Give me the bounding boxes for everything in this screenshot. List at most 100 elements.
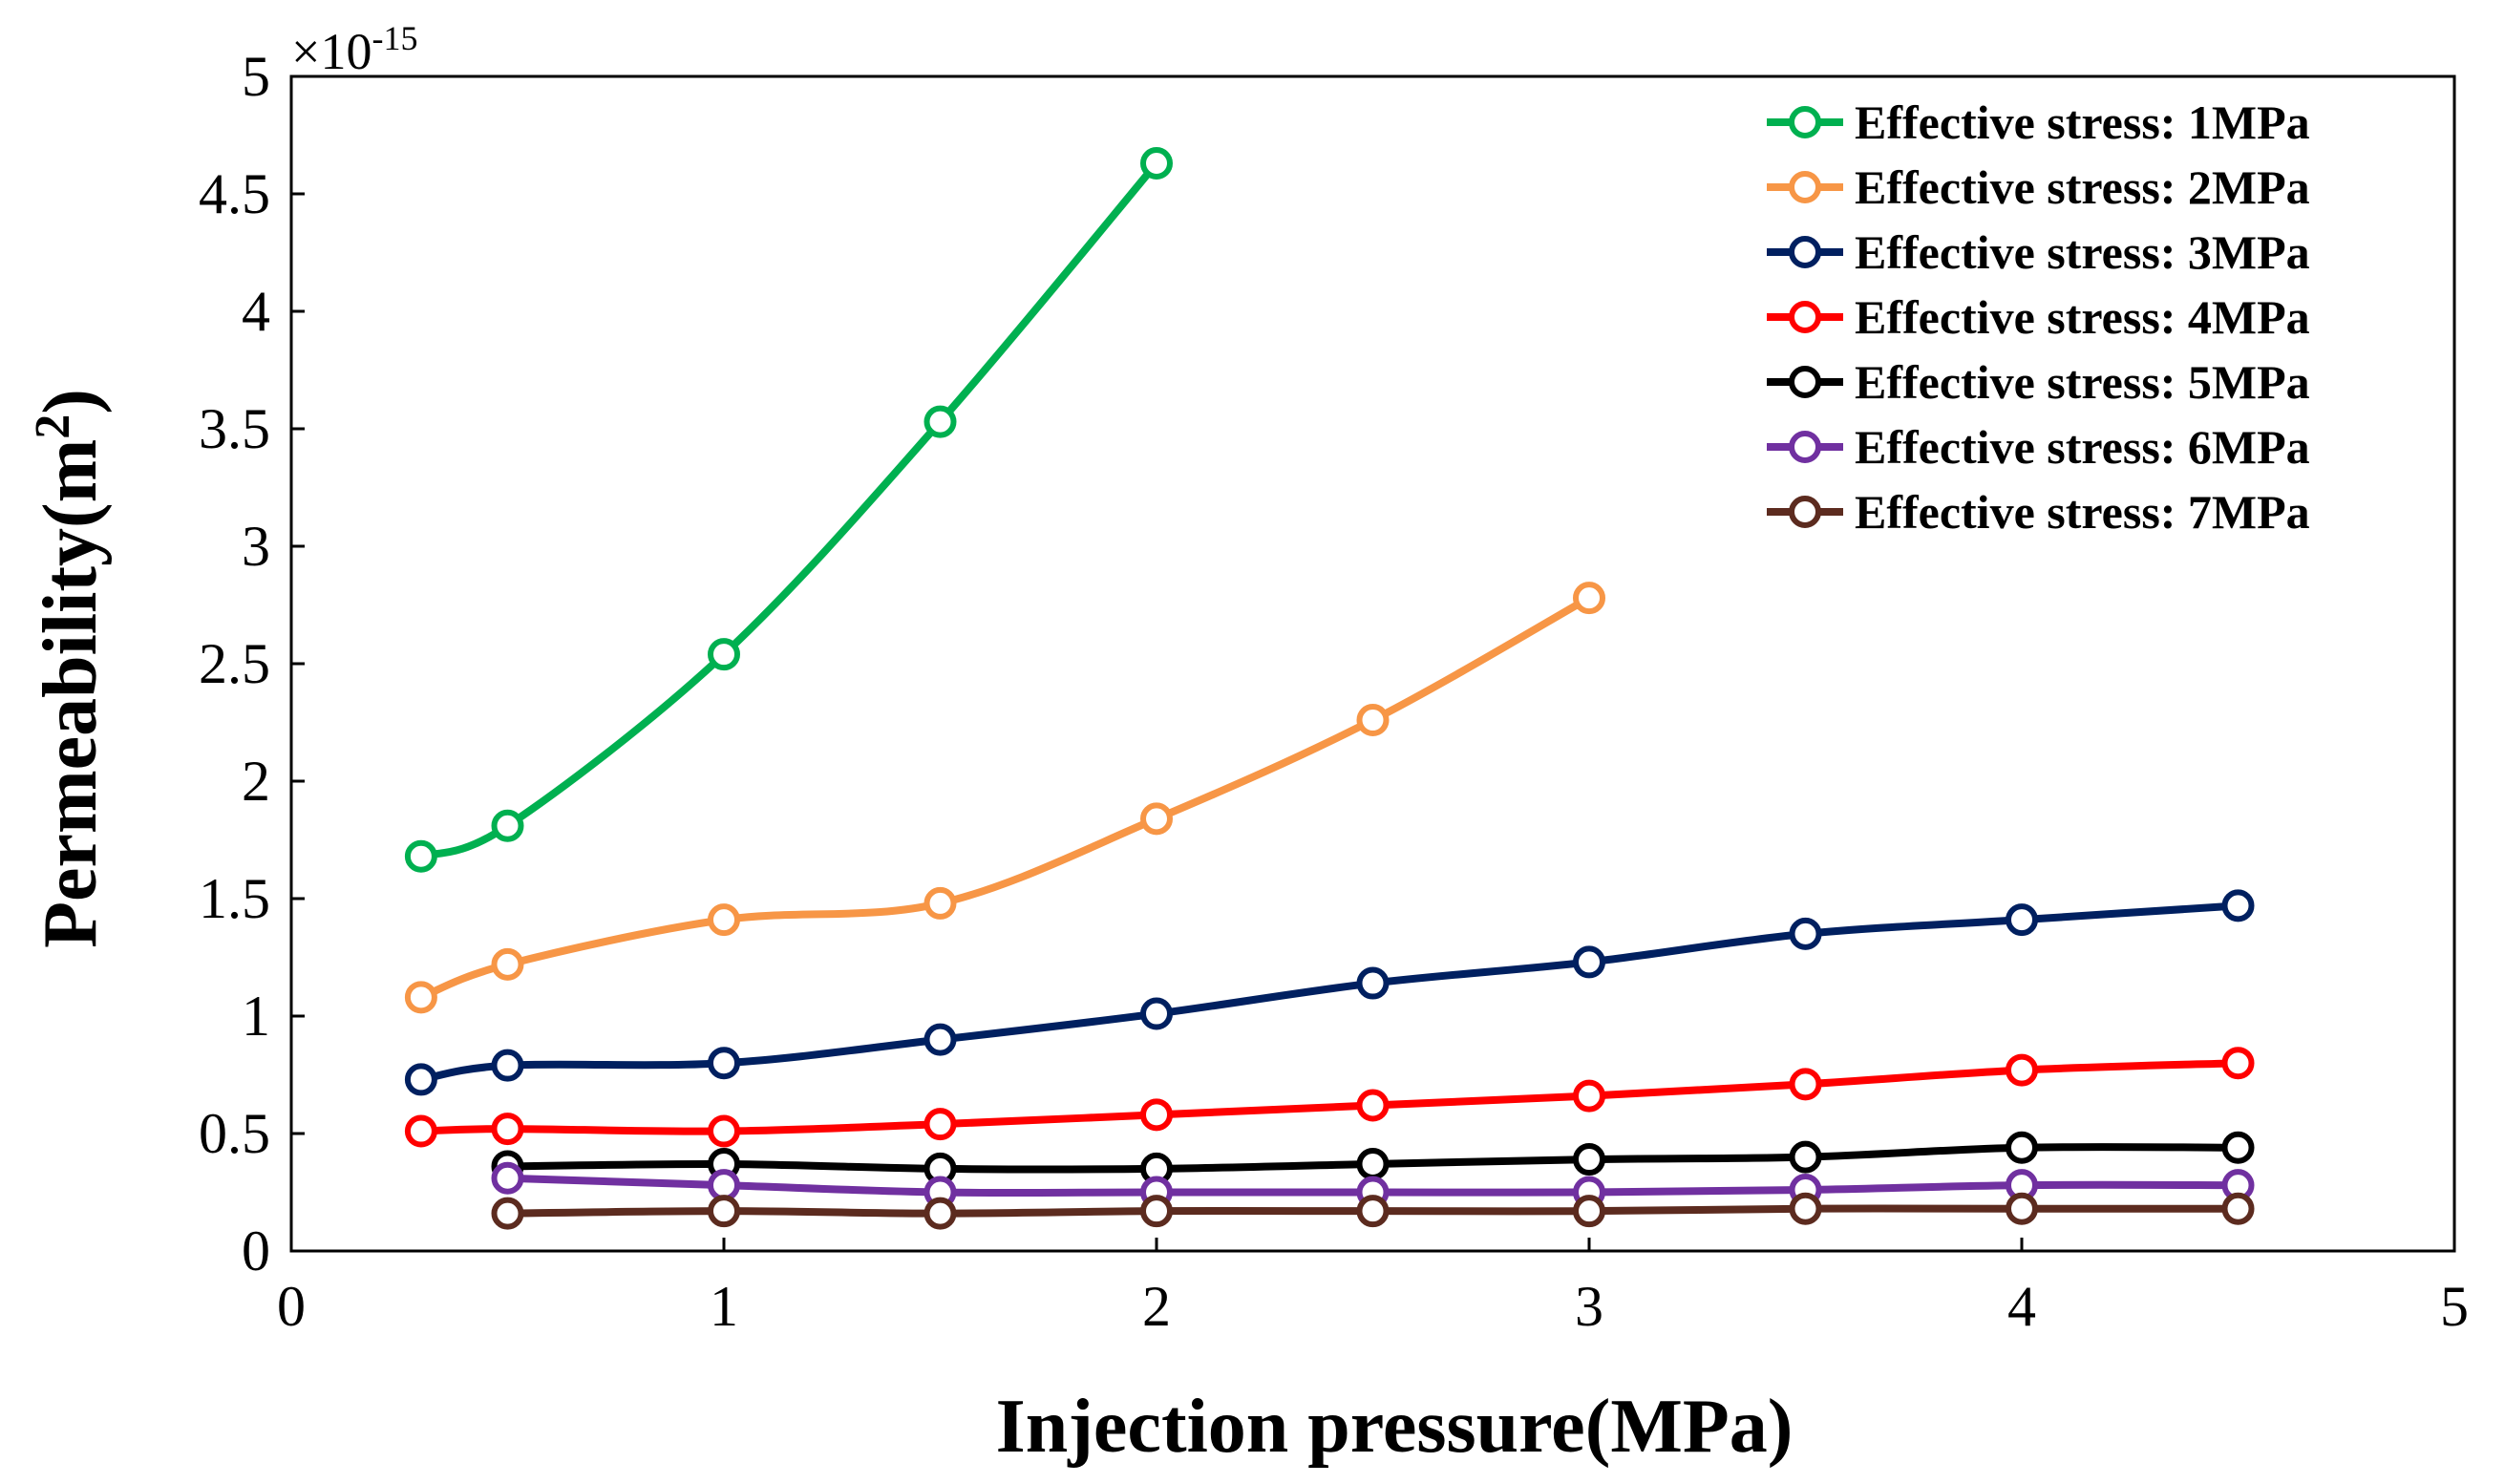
data-point-marker — [1356, 1147, 1390, 1180]
legend-label: Effective stress: 3MPa — [1855, 225, 2310, 279]
data-point-marker — [1140, 147, 1173, 180]
data-point-marker — [708, 1169, 740, 1202]
data-point-marker — [491, 947, 524, 981]
data-point-marker — [2006, 1192, 2038, 1225]
data-point-marker — [2221, 1192, 2255, 1225]
series-stress-7mpa — [491, 1192, 2255, 1230]
data-point-marker — [491, 809, 524, 842]
data-point-marker — [491, 1197, 524, 1230]
data-point-marker — [1356, 1195, 1390, 1228]
legend-item: Effective stress: 1MPa — [1767, 95, 2310, 149]
data-point-marker — [1789, 1068, 1822, 1101]
plot-area-frame — [289, 74, 2456, 1253]
data-point-marker — [1789, 917, 1822, 950]
y-tick-label: 3.5 — [199, 397, 270, 460]
data-point-marker — [923, 1023, 957, 1056]
data-point-marker — [1573, 1079, 1605, 1113]
y-axis-title-superscript: 2 — [26, 414, 80, 439]
legend-marker-swatch — [1789, 431, 1821, 463]
data-point-marker — [491, 1049, 524, 1082]
series-stress-5mpa — [491, 1131, 2255, 1185]
data-point-marker — [2221, 1047, 2255, 1080]
x-tick-label: 5 — [2440, 1275, 2469, 1338]
y-tick-label: 4.5 — [199, 162, 270, 225]
y-axis-title: Permeability(m2) — [26, 389, 113, 948]
legend-item: Effective stress: 3MPa — [1767, 225, 2310, 279]
legend-label: Effective stress: 7MPa — [1855, 485, 2310, 539]
legend-label: Effective stress: 4MPa — [1855, 290, 2310, 344]
y-tick-label: 3 — [242, 515, 270, 578]
series-stress-4mpa — [404, 1047, 2255, 1148]
data-point-marker — [923, 1197, 957, 1230]
data-point-marker — [2006, 1053, 2038, 1087]
series-line — [416, 901, 2242, 1084]
data-point-marker — [1140, 997, 1173, 1030]
data-point-marker — [923, 405, 957, 438]
legend: Effective stress: 1MPa Effective stress: … — [1767, 95, 2310, 539]
series-stress-1mpa — [404, 147, 1173, 873]
x-tick-label: 1 — [710, 1275, 738, 1338]
data-point-marker — [708, 903, 740, 937]
legend-marker-swatch — [1789, 106, 1821, 138]
x-tick-label: 4 — [2007, 1275, 2036, 1338]
y-tick-label: 1 — [242, 985, 270, 1048]
data-point-marker — [1356, 966, 1390, 1000]
data-point-marker — [2006, 903, 2038, 937]
data-point-marker — [404, 839, 437, 873]
data-point-marker — [708, 1114, 740, 1148]
legend-item: Effective stress: 7MPa — [1767, 485, 2310, 539]
y-axis-multiplier-exponent: -15 — [372, 19, 417, 57]
legend-marker-swatch — [1789, 496, 1821, 528]
legend-label: Effective stress: 5MPa — [1855, 355, 2310, 409]
data-point-marker — [404, 1063, 437, 1096]
series-stress-3mpa — [404, 889, 2255, 1096]
data-point-marker — [404, 1114, 437, 1148]
x-tick-label: 0 — [277, 1275, 306, 1338]
data-point-marker — [1140, 1098, 1173, 1132]
y-axis-title-close: ) — [29, 389, 113, 414]
y-tick-label: 4 — [242, 280, 270, 343]
y-tick-label: 1.5 — [199, 867, 270, 930]
data-point-marker — [1789, 1140, 1822, 1174]
y-tick-label: 0 — [242, 1219, 270, 1283]
data-point-marker — [491, 1161, 524, 1195]
data-point-marker — [1356, 704, 1390, 737]
legend-marker-swatch — [1789, 301, 1821, 333]
data-point-marker — [708, 1047, 740, 1080]
y-tick-label: 2 — [242, 750, 270, 813]
legend-label: Effective stress: 1MPa — [1855, 95, 2310, 149]
data-point-marker — [1573, 1143, 1605, 1177]
data-point-marker — [2221, 889, 2255, 922]
x-tick-label: 3 — [1575, 1275, 1603, 1338]
legend-item: Effective stress: 2MPa — [1767, 160, 2310, 214]
series-group — [404, 147, 2255, 1230]
series-stress-2mpa — [404, 582, 1605, 1014]
legend-marker-swatch — [1789, 366, 1821, 398]
data-point-marker — [1573, 945, 1605, 979]
legend-marker-swatch — [1789, 171, 1821, 203]
data-point-marker — [491, 1113, 524, 1146]
data-point-marker — [2221, 1131, 2255, 1164]
y-tick-label: 0.5 — [199, 1102, 270, 1165]
legend-label: Effective stress: 6MPa — [1855, 420, 2310, 474]
y-axis-multiplier: ×10-15 — [291, 19, 417, 80]
legend-label: Effective stress: 2MPa — [1855, 160, 2310, 214]
legend-item: Effective stress: 5MPa — [1767, 355, 2310, 409]
data-point-marker — [1140, 802, 1173, 836]
data-point-marker — [708, 1195, 740, 1228]
data-point-marker — [1140, 1195, 1173, 1228]
data-point-marker — [1573, 1195, 1605, 1228]
data-point-marker — [923, 886, 957, 920]
series-line — [416, 1059, 2242, 1135]
y-tick-label: 2.5 — [199, 632, 270, 695]
axes-group: 0 0.5 1 1.5 2 2.5 3 3.5 4 4.5 5 0 1 2 3 4 5 — [199, 45, 2469, 1338]
x-tick-label: 2 — [1142, 1275, 1171, 1338]
data-point-marker — [923, 1108, 957, 1141]
data-point-marker — [708, 638, 740, 671]
y-tick-label: 5 — [242, 45, 270, 108]
data-point-marker — [1789, 1192, 1822, 1225]
legend-item: Effective stress: 4MPa — [1767, 290, 2310, 344]
data-point-marker — [404, 981, 437, 1014]
